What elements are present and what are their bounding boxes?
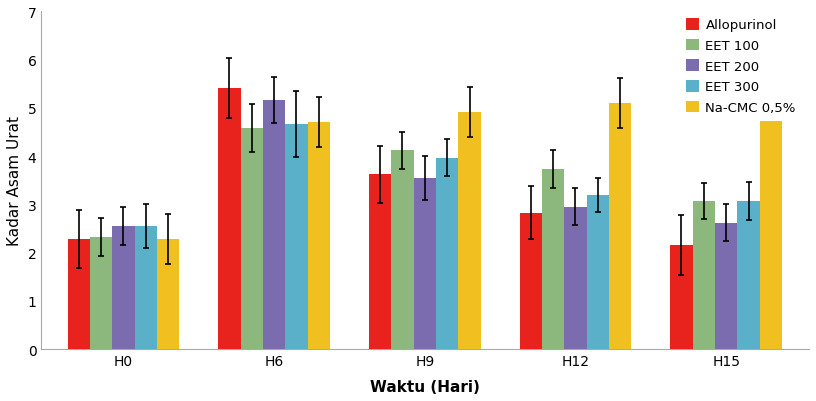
Bar (520, 213, 542, 349)
Bar (760, 92, 782, 349)
Bar (542, 170, 565, 349)
X-axis label: Waktu (Hari): Waktu (Hari) (370, 379, 480, 394)
Bar (286, 125, 308, 349)
Bar (157, 239, 180, 349)
Bar (369, 175, 391, 349)
Bar (113, 227, 135, 349)
Bar (670, 246, 693, 349)
Bar (609, 104, 632, 349)
Bar (414, 178, 436, 349)
Bar (308, 123, 330, 349)
Bar (715, 223, 738, 349)
Bar (693, 201, 715, 349)
Y-axis label: Kadar Asam Urat: Kadar Asam Urat (7, 116, 22, 246)
Bar (68, 239, 90, 349)
Legend: Allopurinol, EET 100, EET 200, EET 300, Na-CMC 0,5%: Allopurinol, EET 100, EET 200, EET 300, … (679, 12, 802, 122)
Bar (738, 201, 760, 349)
Bar (565, 207, 587, 349)
Bar (90, 237, 113, 349)
Bar (241, 129, 263, 349)
Bar (135, 227, 157, 349)
Bar (436, 158, 459, 349)
Bar (263, 101, 286, 349)
Bar (391, 151, 414, 349)
Bar (587, 195, 609, 349)
Bar (218, 89, 241, 349)
Bar (459, 113, 481, 349)
